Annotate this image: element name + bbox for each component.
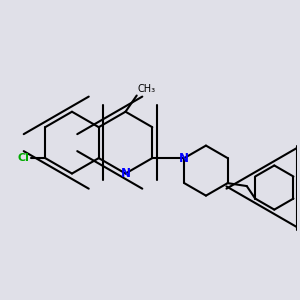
Text: N: N <box>179 152 189 165</box>
Text: Cl: Cl <box>18 153 30 163</box>
Text: CH₃: CH₃ <box>137 84 155 94</box>
Text: N: N <box>121 167 130 180</box>
